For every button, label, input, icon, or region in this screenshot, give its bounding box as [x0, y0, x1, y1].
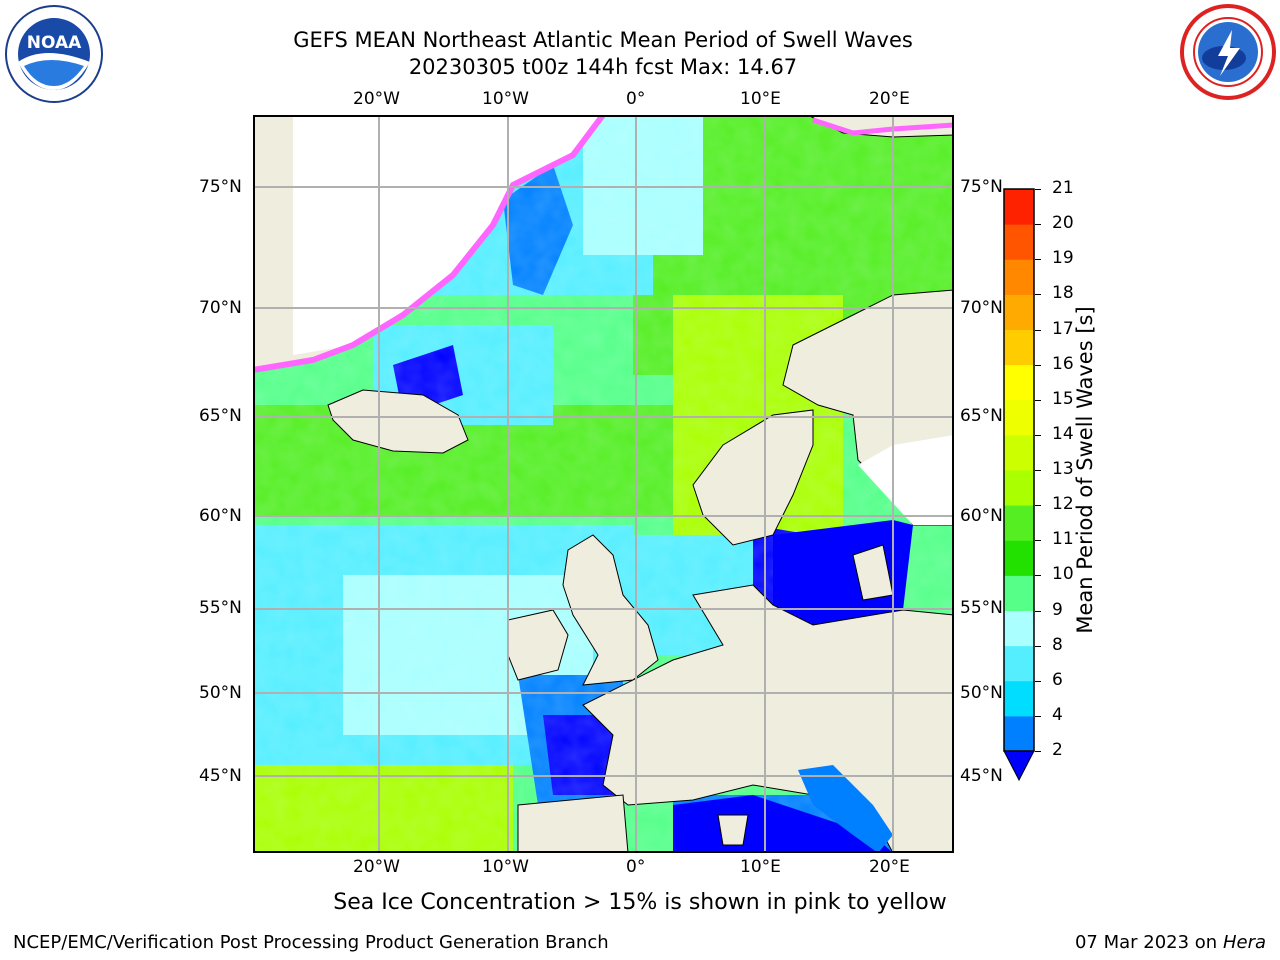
colorbar-tick-mark [1035, 399, 1041, 401]
colorbar [1003, 188, 1035, 782]
colorbar-swatch [1004, 329, 1034, 366]
colorbar-tick-mark [1035, 680, 1041, 682]
map-subtitle: 20230305 t00z 144h fcst Max: 14.67 [408, 55, 798, 79]
colorbar-tick-label: 16 [1052, 353, 1074, 374]
colorbar-tick-mark [1035, 715, 1041, 717]
footer-date: 07 Mar 2023 on Hera [1075, 932, 1266, 953]
lat-label-right-2: 70°N [960, 298, 1003, 318]
lon-label-top-2: 10°W [482, 89, 529, 109]
sea-ice-edge-west [253, 115, 606, 373]
colorbar-tick-label: 20 [1052, 213, 1074, 234]
lat-label-left-1: 75°N [199, 177, 242, 197]
colorbar-tick-mark [1035, 189, 1041, 190]
colorbar-swatch [1004, 645, 1034, 682]
swell-period-map [253, 115, 954, 853]
colorbar-tick-label: 12 [1052, 494, 1074, 515]
lat-label-left-4: 60°N [199, 506, 242, 526]
colorbar-tick-mark [1035, 224, 1041, 226]
colorbar-tick-mark [1035, 505, 1041, 507]
colorbar-swatch [1004, 294, 1034, 330]
lat-label-left-3: 65°N [199, 406, 242, 426]
colorbar-tick-label: 11 [1052, 529, 1074, 550]
lat-label-right-5: 55°N [960, 598, 1003, 618]
lon-label-bottom-5: 20°E [869, 857, 910, 877]
map-gridlines [253, 115, 954, 853]
colorbar-tick-mark [1035, 434, 1041, 436]
colorbar-tick-mark [1035, 645, 1041, 647]
colorbar-swatch [1004, 505, 1034, 541]
colorbar-frame [1003, 188, 1035, 752]
map-title: GEFS MEAN Northeast Atlantic Mean Period… [293, 28, 913, 52]
map-frame [253, 115, 954, 853]
lon-label-bottom-2: 10°W [482, 857, 529, 877]
footer-host: Hera [1222, 932, 1266, 953]
noaa-logo-text: NOAA [27, 33, 82, 53]
colorbar-tick-label: 2 [1052, 740, 1063, 760]
colorbar-swatch [1004, 224, 1034, 260]
lon-label-bottom-3: 0° [626, 857, 646, 877]
colorbar-swatch [1004, 470, 1034, 506]
footer-credit: NCEP/EMC/Verification Post Processing Pr… [13, 932, 609, 953]
colorbar-tick-label: 10 [1052, 564, 1074, 585]
colorbar-swatch [1004, 364, 1034, 401]
colorbar-swatch [1004, 540, 1034, 576]
colorbar-extend-arrow [1003, 750, 1035, 782]
lat-label-right-7: 45°N [960, 766, 1003, 786]
colorbar-tick-label: 15 [1052, 388, 1074, 409]
colorbar-tick-mark [1035, 751, 1041, 752]
colorbar-tick-label: 14 [1052, 423, 1074, 444]
colorbar-tick-label: 8 [1052, 634, 1063, 655]
colorbar-tick-mark [1035, 294, 1041, 296]
colorbar-swatch [1004, 680, 1034, 717]
lon-label-top-1: 20°W [353, 89, 400, 109]
lat-label-right-3: 65°N [960, 406, 1003, 426]
lat-label-right-1: 75°N [960, 177, 1003, 197]
colorbar-swatch [1004, 715, 1034, 752]
colorbar-swatch [1004, 399, 1034, 436]
noaa-logo: NOAA [5, 5, 103, 103]
colorbar-tick-mark [1035, 364, 1041, 366]
sea-ice-note: Sea Ice Concentration > 15% is shown in … [333, 890, 947, 915]
colorbar-tick-label: 13 [1052, 459, 1074, 479]
lat-label-left-7: 45°N [199, 766, 242, 786]
colorbar-tick-label: 17 [1052, 318, 1074, 339]
lat-label-left-6: 50°N [199, 683, 242, 703]
iberia-land [517, 794, 629, 853]
colorbar-tick-label: 9 [1052, 599, 1063, 620]
lon-label-bottom-1: 20°W [353, 857, 400, 877]
colorbar-tick-mark [1035, 259, 1041, 261]
colorbar-tick-label: 21 [1052, 178, 1074, 198]
lat-label-right-6: 50°N [960, 683, 1003, 703]
colorbar-tick-label: 4 [1052, 704, 1063, 725]
colorbar-tick-mark [1035, 329, 1041, 331]
colorbar-swatch [1004, 434, 1034, 471]
colorbar-tick-mark [1035, 575, 1041, 577]
colorbar-tick-mark [1035, 540, 1041, 542]
colorbar-tick-mark [1035, 610, 1041, 612]
colorbar-swatch [1004, 610, 1034, 647]
lon-label-top-4: 10°E [740, 89, 781, 109]
iceland-land [327, 389, 469, 454]
colorbar-swatch [1004, 259, 1034, 295]
colorbar-swatch [1004, 189, 1034, 225]
lon-label-bottom-4: 10°E [740, 857, 781, 877]
footer-date-text: 07 Mar 2023 on [1074, 932, 1218, 953]
colorbar-tick-label: 6 [1052, 669, 1063, 690]
lon-label-top-5: 20°E [869, 89, 910, 109]
colorbar-tick-label: 18 [1052, 283, 1074, 304]
colorbar-label: Mean Period of Swell Waves [s] [1073, 306, 1097, 634]
colorbar-swatch [1004, 575, 1034, 611]
lat-label-left-5: 55°N [199, 598, 242, 618]
colorbar-tick-mark [1035, 470, 1041, 471]
lat-label-right-4: 60°N [960, 506, 1003, 526]
lon-label-top-3: 0° [626, 89, 646, 109]
colorbar-tick-label: 19 [1052, 248, 1074, 269]
nws-logo [1180, 4, 1276, 100]
lat-label-left-2: 70°N [199, 298, 242, 318]
